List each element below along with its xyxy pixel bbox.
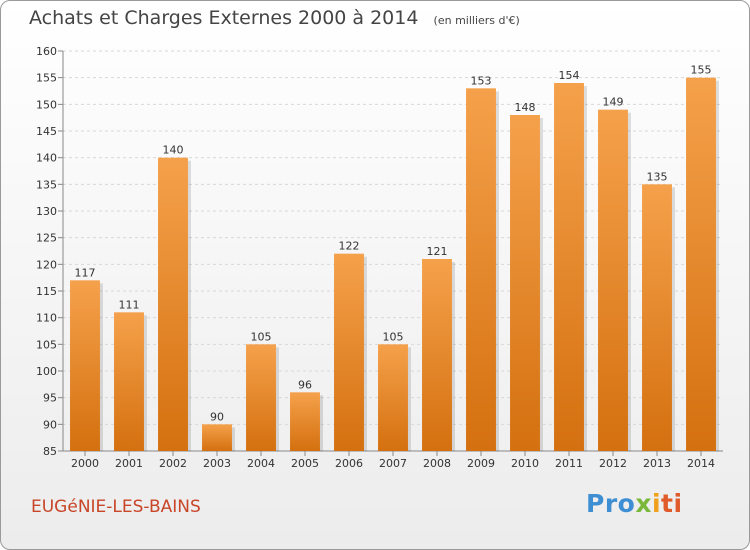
value-label: 149 [603, 96, 624, 109]
y-tick-label: 135 [36, 178, 57, 191]
y-tick-label: 140 [36, 152, 57, 165]
chart-title-main: Achats et Charges Externes 2000 à 2014 [29, 7, 419, 29]
chart-title: Achats et Charges Externes 2000 à 2014 (… [29, 7, 520, 29]
y-tick-label: 105 [36, 338, 57, 351]
x-tick-label: 2004 [247, 457, 275, 470]
x-tick-label: 2003 [203, 457, 231, 470]
value-label: 90 [210, 410, 224, 423]
y-tick-label: 85 [43, 445, 57, 458]
value-label: 140 [163, 144, 184, 157]
bar-2004 [246, 344, 276, 451]
y-tick-label: 110 [36, 312, 57, 325]
value-label: 105 [383, 330, 404, 343]
bar-2012 [598, 109, 628, 452]
x-tick-label: 2012 [599, 457, 627, 470]
bar-2006 [334, 253, 364, 451]
y-tick-label: 150 [36, 98, 57, 111]
y-tick-label: 120 [36, 258, 57, 271]
bar-2014 [686, 77, 716, 452]
value-label: 105 [251, 330, 272, 343]
y-tick-label: 90 [43, 418, 57, 431]
bar-2005 [290, 392, 320, 451]
x-tick-label: 2010 [511, 457, 539, 470]
bar-2007 [378, 344, 408, 451]
y-tick-label: 125 [36, 232, 57, 245]
x-tick-label: 2002 [159, 457, 187, 470]
value-label: 135 [647, 170, 668, 183]
bar-2010 [510, 115, 540, 451]
logo-part-2: x [635, 489, 652, 518]
value-label: 111 [119, 298, 140, 311]
value-label: 153 [471, 74, 492, 87]
x-tick-label: 2006 [335, 457, 363, 470]
y-tick-label: 145 [36, 125, 57, 138]
bar-2002 [158, 157, 188, 451]
x-tick-label: 2001 [115, 457, 143, 470]
bar-2011 [554, 83, 584, 451]
x-tick-label: 2009 [467, 457, 495, 470]
y-tick-label: 100 [36, 365, 57, 378]
value-label: 96 [298, 378, 312, 391]
y-tick-label: 130 [36, 205, 57, 218]
y-tick-label: 95 [43, 392, 57, 405]
value-label: 121 [427, 245, 448, 258]
x-tick-label: 2008 [423, 457, 451, 470]
bar-2008 [422, 259, 452, 451]
value-label: 148 [515, 101, 536, 114]
bars [70, 77, 719, 452]
bar-2013 [642, 184, 672, 452]
bar-2000 [70, 280, 100, 451]
x-tick-label: 2005 [291, 457, 319, 470]
logo-part-3: i [651, 489, 662, 518]
y-tick-label: 115 [36, 285, 57, 298]
value-label: 155 [691, 64, 712, 77]
axes: 85 90 95 100 105 110 115 120 125 130 135 140 145 150 1… [36, 45, 723, 470]
bar-2001 [114, 312, 144, 451]
chart-unit: (en milliers d'€) [433, 14, 520, 27]
x-tick-label: 2000 [71, 457, 99, 470]
logo-part-4: ti [661, 489, 683, 518]
value-label: 117 [75, 266, 96, 279]
town-name: EUGéNIE-LES-BAINS [31, 497, 201, 517]
bar-2009 [466, 88, 496, 451]
bar-2003 [202, 424, 232, 451]
logo-part-1: Pro [586, 489, 636, 518]
y-tick-label: 160 [36, 45, 57, 58]
x-tick-label: 2014 [687, 457, 715, 470]
value-labels: 117 111 140 90 105 96 122 105 121 153 148 154 149 135… [75, 64, 712, 424]
y-tick-label: 155 [36, 72, 57, 85]
value-label: 154 [559, 69, 580, 82]
value-label: 122 [339, 240, 360, 253]
proxiti-logo[interactable]: Proxiti [586, 489, 683, 518]
x-tick-label: 2007 [379, 457, 407, 470]
x-tick-label: 2011 [555, 457, 583, 470]
x-tick-label: 2013 [643, 457, 671, 470]
